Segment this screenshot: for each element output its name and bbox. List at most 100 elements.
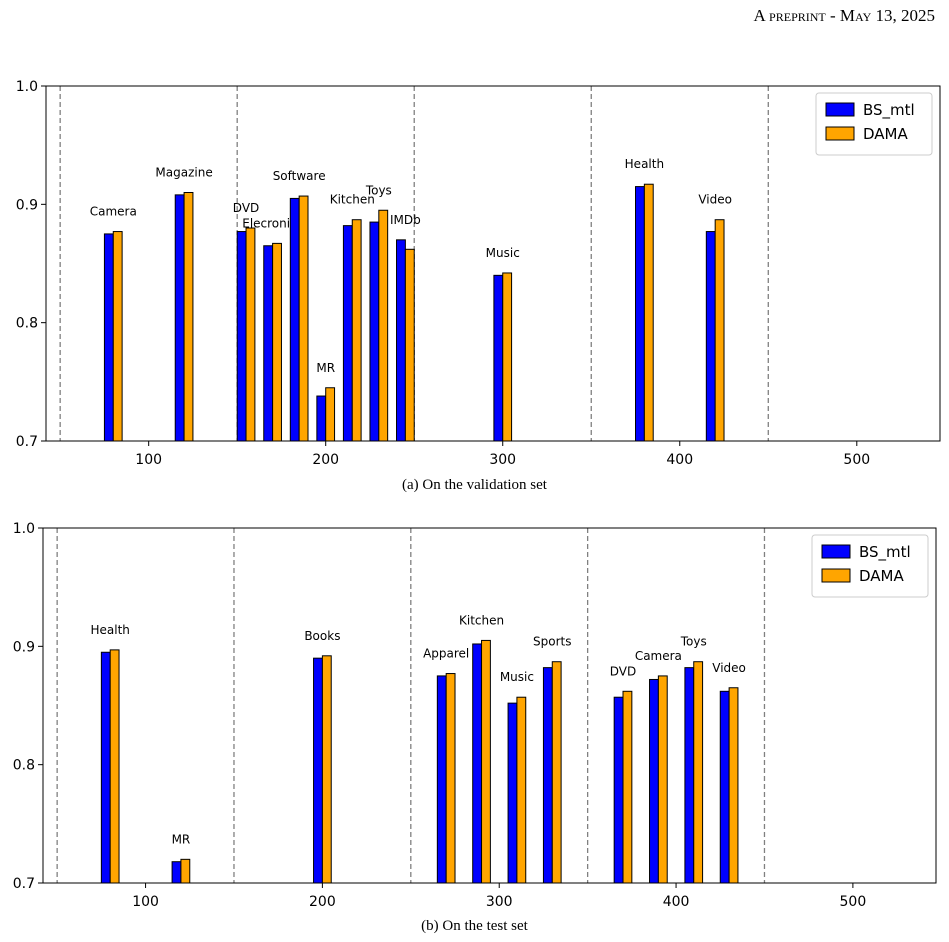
bar-dama (404, 248, 415, 442)
x-tick-label: 400 (666, 452, 693, 468)
legend-label: BS_mtl (859, 543, 911, 562)
bar-dama (728, 687, 739, 884)
bar-bs-mtl (542, 667, 553, 884)
bar-bs-mtl (342, 225, 353, 442)
bar-bs-mtl (263, 245, 274, 442)
bar-dama (378, 209, 389, 442)
test-chart: Health MR Books Apparel Kitchen Music Sports DV… (13, 521, 937, 910)
bar-dama (325, 387, 336, 442)
y-tick-label: 0.7 (13, 876, 35, 892)
bar-dama (502, 272, 513, 442)
legend-swatch (825, 102, 855, 117)
bar-bs-mtl (103, 233, 114, 442)
bar-label: DVD (233, 201, 259, 215)
bar-label: Music (486, 246, 520, 260)
bar-label: Kitchen (459, 613, 504, 627)
bar-label: Music (500, 670, 534, 684)
y-tick-label: 0.9 (16, 197, 38, 213)
x-tick-label: 100 (135, 452, 162, 468)
bar-dama (693, 661, 704, 884)
bar-dama (321, 655, 332, 884)
x-tick-label: 400 (663, 894, 690, 910)
bar-bs-mtl (684, 667, 695, 884)
bar-label: Video (698, 193, 732, 207)
header-text: A preprint - May 13, 2025 (753, 6, 935, 25)
bar-label: MR (316, 361, 335, 375)
bar-bs-mtl (705, 231, 716, 442)
bar-label: Camera (90, 205, 137, 219)
bar-dama (180, 858, 191, 884)
bar-dama (445, 673, 456, 884)
bar-bs-mtl (719, 690, 730, 884)
bar-bs-mtl (313, 657, 323, 884)
bar-dama (112, 231, 123, 442)
bar-label: Toys (365, 183, 392, 197)
bar-bs-mtl (396, 239, 406, 442)
bar-label: MR (172, 832, 191, 846)
bar-bs-mtl (236, 231, 247, 442)
bar-bs-mtl (472, 643, 483, 884)
bar-label: Sports (533, 635, 571, 649)
bar-dama (714, 219, 725, 442)
bar-label: Elecronics (242, 216, 303, 230)
legend-swatch (821, 568, 851, 583)
legend-swatch (821, 544, 851, 559)
bar-dama (551, 661, 562, 884)
bar-label: Health (90, 623, 129, 637)
bar-dama (245, 227, 256, 442)
legend-label: DAMA (859, 567, 904, 585)
bar-bs-mtl (635, 186, 645, 442)
validation-caption: (a) On the validation set (402, 477, 547, 493)
bar-label: Health (625, 157, 664, 171)
bar-label: Video (712, 661, 746, 675)
test-caption: (b) On the test set (421, 918, 528, 934)
plot-frame (42, 527, 937, 884)
bar-dama (622, 690, 633, 884)
plot-frame (45, 85, 941, 442)
bar-bs-mtl (613, 696, 624, 884)
bar-dama (109, 649, 120, 884)
x-tick-label: 500 (843, 452, 870, 468)
bar-dama (298, 195, 309, 442)
x-tick-label: 200 (312, 452, 339, 468)
bar-dama (183, 192, 194, 442)
y-tick-label: 1.0 (16, 79, 38, 95)
bar-bs-mtl (316, 395, 327, 442)
bar-dama (481, 639, 491, 884)
bar-label: DVD (610, 664, 636, 678)
bar-label: Apparel (423, 647, 469, 661)
bar-bs-mtl (493, 274, 504, 442)
bar-dama (516, 696, 527, 884)
bar-bs-mtl (649, 678, 659, 884)
y-tick-label: 0.8 (16, 316, 38, 332)
y-tick-label: 0.9 (13, 639, 35, 655)
bar-label: Toys (680, 635, 707, 649)
y-tick-label: 0.8 (13, 758, 35, 774)
bar-dama (657, 675, 668, 884)
x-tick-label: 500 (840, 894, 867, 910)
bar-label: Camera (635, 649, 682, 663)
y-tick-label: 0.7 (16, 434, 38, 450)
bar-label: Magazine (155, 166, 212, 180)
page-header: A preprint - May 13, 2025 (753, 6, 935, 26)
bar-bs-mtl (369, 221, 380, 442)
bar-bs-mtl (171, 861, 182, 884)
bar-dama (351, 219, 362, 442)
bar-dama (272, 242, 282, 442)
bar-label: Kitchen (330, 193, 375, 207)
bar-bs-mtl (289, 197, 300, 442)
bar-label: Books (304, 629, 340, 643)
x-tick-label: 200 (309, 894, 336, 910)
legend-swatch (825, 126, 855, 141)
bar-bs-mtl (100, 651, 111, 884)
bar-bs-mtl (174, 194, 185, 442)
y-tick-label: 1.0 (13, 521, 35, 537)
bar-label: IMDb (390, 213, 421, 227)
x-tick-label: 300 (489, 452, 516, 468)
bar-dama (643, 183, 654, 442)
bar-bs-mtl (436, 675, 447, 884)
x-tick-label: 300 (486, 894, 513, 910)
x-tick-label: 100 (132, 894, 159, 910)
bar-label: Software (273, 169, 326, 183)
